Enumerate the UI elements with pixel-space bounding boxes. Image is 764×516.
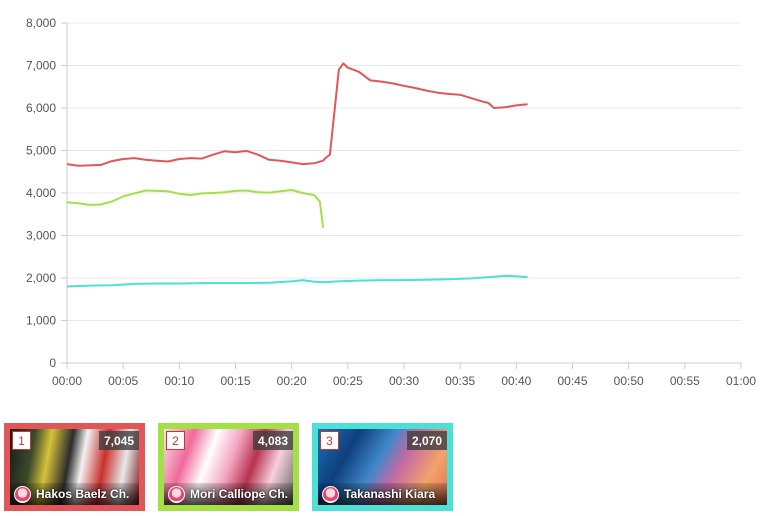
channel-bar: Mori Calliope Ch. — [164, 483, 293, 505]
y-tick-label: 1,000 — [26, 314, 56, 328]
ranking-card-2[interactable]: 2 4,083 Mori Calliope Ch. — [158, 423, 299, 511]
y-tick-label: 5,000 — [26, 144, 56, 158]
rank-badge: 3 — [320, 431, 339, 450]
avatar — [168, 485, 185, 503]
y-tick-label: 0 — [49, 356, 56, 370]
avatar — [322, 485, 339, 503]
axes — [61, 22, 742, 369]
ranking-card-3[interactable]: 3 2,070 Takanashi Kiara — [312, 423, 453, 511]
x-tick-label: 00:55 — [670, 374, 700, 388]
series-line-1 — [66, 62, 528, 167]
y-tick-label: 8,000 — [26, 16, 56, 30]
rank-badge: 1 — [12, 431, 31, 450]
grid-lines — [67, 22, 741, 321]
channel-name[interactable]: Hakos Baelz Ch. — [36, 487, 130, 501]
channel-name[interactable]: Mori Calliope Ch. — [190, 487, 289, 501]
x-tick-labels: 00:00 00:05 00:10 00:15 00:20 00:25 00:30 00:35… — [52, 374, 756, 388]
line-chart: 0 1,000 2,000 3,000 4,000 5,000 6,000 7,000 8,00… — [26, 16, 756, 388]
ranking-card-1[interactable]: 1 7,045 Hakos Baelz Ch. — [4, 423, 145, 511]
viewer-count: 4,083 — [252, 431, 293, 450]
x-tick-label: 00:15 — [220, 374, 250, 388]
y-tick-label: 2,000 — [26, 271, 56, 285]
avatar — [14, 485, 31, 503]
x-tick-label: 00:10 — [164, 374, 194, 388]
y-tick-label: 7,000 — [26, 59, 56, 73]
x-tick-label: 00:45 — [557, 374, 587, 388]
series-line-2 — [66, 189, 325, 228]
viewer-count: 2,070 — [406, 431, 447, 450]
channel-bar: Takanashi Kiara — [318, 483, 447, 505]
channel-bar: Hakos Baelz Ch. — [10, 483, 139, 505]
rank-badge: 2 — [166, 431, 185, 450]
series-line-3 — [66, 274, 528, 288]
ranking-cards: 1 7,045 Hakos Baelz Ch. 2 4,083 Mori Cal… — [4, 423, 453, 511]
x-tick-label: 00:50 — [614, 374, 644, 388]
y-tick-labels: 0 1,000 2,000 3,000 4,000 5,000 6,000 7,000 8,00… — [26, 16, 56, 370]
x-tick-label: 00:35 — [445, 374, 475, 388]
series-lines — [66, 62, 528, 288]
x-tick-label: 00:20 — [277, 374, 307, 388]
x-tick-label: 01:00 — [726, 374, 756, 388]
y-tick-label: 3,000 — [26, 229, 56, 243]
y-tick-label: 6,000 — [26, 101, 56, 115]
viewer-count: 7,045 — [98, 431, 139, 450]
y-tick-label: 4,000 — [26, 186, 56, 200]
x-tick-label: 00:05 — [108, 374, 138, 388]
x-tick-label: 00:25 — [333, 374, 363, 388]
x-tick-label: 00:00 — [52, 374, 82, 388]
x-tick-label: 00:30 — [389, 374, 419, 388]
x-tick-label: 00:40 — [501, 374, 531, 388]
channel-name[interactable]: Takanashi Kiara — [344, 487, 436, 501]
